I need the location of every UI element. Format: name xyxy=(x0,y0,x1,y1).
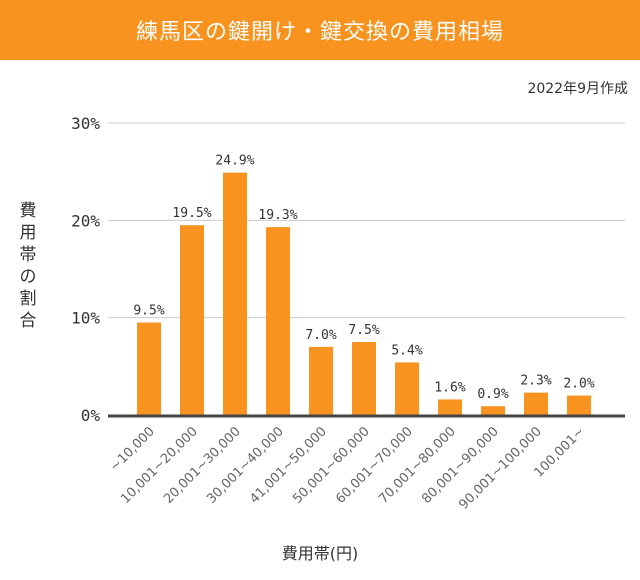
x-tick-label: 50,001~60,000 xyxy=(290,424,373,507)
y-tick-label: 20% xyxy=(71,211,100,230)
data-label: 7.5% xyxy=(348,323,379,338)
x-axis-label: 費用帯(円) xyxy=(281,544,359,563)
chart-title: 練馬区の鍵開け・鍵交換の費用相場 xyxy=(0,0,640,60)
bar xyxy=(481,406,505,415)
y-tick-label: 0% xyxy=(81,406,101,425)
bar xyxy=(438,399,462,415)
y-tick-label: 30% xyxy=(71,114,100,133)
bar xyxy=(352,342,376,415)
bar xyxy=(309,346,333,415)
data-label: 0.9% xyxy=(477,387,508,402)
y-tick-label: 10% xyxy=(71,309,100,328)
x-tick-label: 30,001~40,000 xyxy=(204,424,287,507)
x-tick-label: 20,001~30,000 xyxy=(161,424,244,507)
bar xyxy=(395,362,419,415)
x-tick-label: 90,001~100,000 xyxy=(456,424,544,512)
bar xyxy=(223,172,247,415)
chart-subtitle: 2022年9月作成 xyxy=(527,81,628,97)
data-label: 9.5% xyxy=(133,304,164,319)
data-label: 7.0% xyxy=(305,328,336,343)
x-tick-label: 10,001~20,000 xyxy=(118,424,201,507)
bar xyxy=(137,322,161,415)
data-label: 5.4% xyxy=(391,343,422,358)
x-tick-label: 70,001~80,000 xyxy=(376,424,459,507)
data-label: 1.6% xyxy=(434,380,465,395)
bar xyxy=(567,395,591,415)
bar xyxy=(524,392,548,415)
x-tick-label: 41,001~50,000 xyxy=(247,424,330,507)
bar xyxy=(180,225,204,415)
data-label: 24.9% xyxy=(215,154,254,169)
data-label: 19.3% xyxy=(258,208,297,223)
bar xyxy=(266,227,290,415)
data-label: 19.5% xyxy=(172,206,211,221)
data-label: 2.0% xyxy=(563,377,594,392)
x-tick-label: 80,001~90,000 xyxy=(419,424,502,507)
x-tick-label: 60,001~70,000 xyxy=(333,424,416,507)
y-axis-label: 費用帯の割合 xyxy=(19,201,37,331)
data-label: 2.3% xyxy=(520,374,551,389)
